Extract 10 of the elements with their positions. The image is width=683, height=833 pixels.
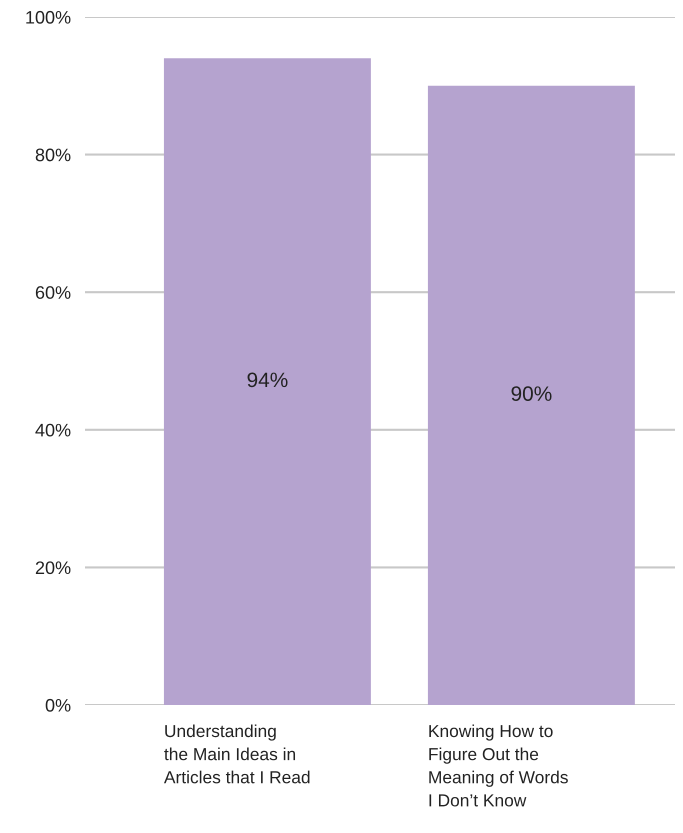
data-label: 94%	[248, 372, 288, 388]
y-tick-label: 80%	[36, 148, 70, 162]
y-tick-label: 0%	[46, 698, 70, 712]
y-tick-label: 100%	[26, 10, 70, 24]
x-tick-label: Knowing How to Figure Out the Meaning of Words I Don’t Know	[429, 724, 568, 807]
data-label: 90%	[512, 386, 552, 401]
y-tick-label: 20%	[36, 561, 70, 574]
y-tick-label: 40%	[35, 424, 70, 437]
y-tick-label: 60%	[36, 286, 70, 299]
x-tick-label: Understanding the Main Ideas in Articles that I Read	[164, 724, 310, 784]
